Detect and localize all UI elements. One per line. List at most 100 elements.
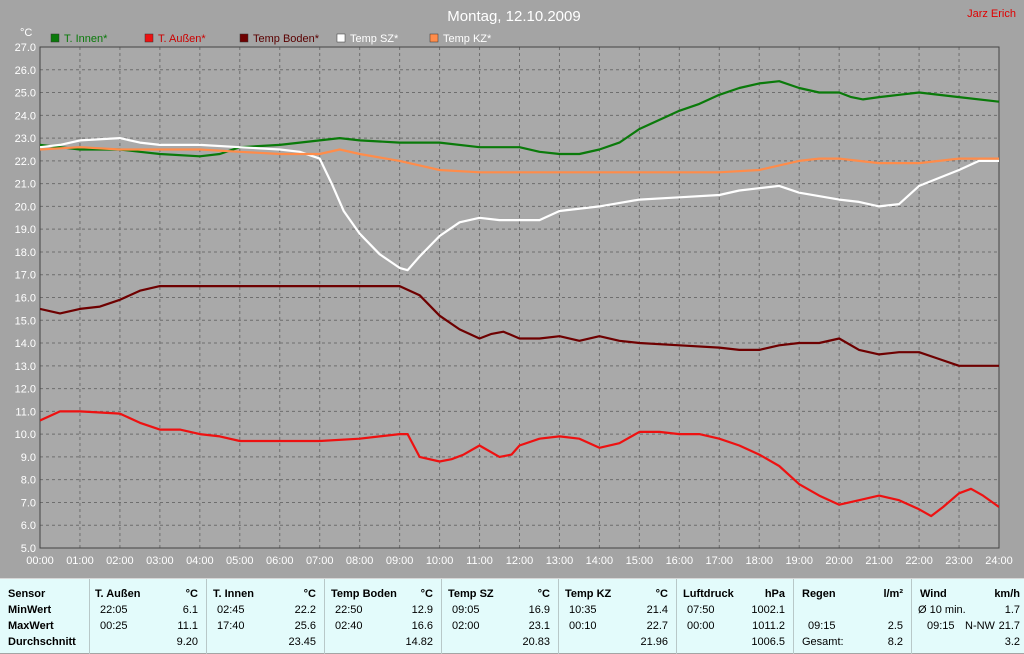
stats-avg-value: 21.96 (640, 636, 668, 648)
x-tick-label: 16:00 (666, 555, 694, 567)
y-axis-unit: °C (20, 27, 32, 39)
stats-unit: km/h (994, 588, 1020, 600)
y-tick-label: 12.0 (15, 384, 36, 396)
legend-label: T. Innen* (64, 33, 108, 45)
stats-unit: °C (420, 588, 433, 600)
stats-total-value: 8.2 (887, 636, 903, 648)
stats-label-min: MinWert (8, 604, 52, 616)
x-tick-label: 04:00 (186, 555, 214, 567)
x-tick-label: 18:00 (745, 555, 773, 567)
y-tick-label: 14.0 (15, 338, 36, 350)
stats-min-time: 22:05 (100, 604, 128, 616)
x-tick-label: 09:00 (386, 555, 414, 567)
x-tick-label: 00:00 (26, 555, 54, 567)
temperature-chart: 5.0 6.0 7.0 8.0 9.0 10.0 11.0 12.0 13.0 14.0 15.0 1… (15, 8, 1016, 567)
x-tick-label: 06:00 (266, 555, 294, 567)
y-tick-label: 13.0 (15, 361, 36, 373)
y-tick-label: 25.0 (15, 88, 36, 100)
legend-label: Temp KZ* (443, 33, 492, 45)
y-tick-label: 21.0 (15, 179, 36, 191)
x-tick-label: 07:00 (306, 555, 334, 567)
y-tick-label: 5.0 (21, 543, 36, 555)
chart-title: Montag, 12.10.2009 (447, 8, 580, 25)
y-tick-label: 24.0 (15, 110, 36, 122)
stats-col-wind: Wind km/h Ø 10 min. 1.7 09:15 N-NW 21.7 3.2 (912, 579, 1024, 654)
stats-col-temp-kz: Temp KZ °C 10:35 21.4 00:10 22.7 21.96 (559, 579, 677, 654)
stats-min-time: 22:50 (335, 604, 363, 616)
x-tick-label: 13:00 (546, 555, 574, 567)
series-line (40, 410, 999, 518)
stats-header: Temp SZ (448, 588, 494, 600)
x-tick-label: 23:00 (945, 555, 973, 567)
legend-label: T. Außen* (158, 33, 206, 45)
stats-col-luftdruck: Luftdruck hPa 07:50 1002.1 00:00 1011.2 100… (677, 579, 794, 654)
legend-swatch (429, 33, 439, 43)
stats-max-value: 2.5 (887, 620, 903, 632)
legend-label: Temp SZ* (350, 33, 399, 45)
legend-swatch (239, 33, 249, 43)
y-tick-label: 7.0 (21, 497, 36, 509)
stats-unit: l/m² (883, 588, 903, 600)
stats-max-time: 02:40 (335, 620, 363, 632)
x-tick-label: 11:00 (466, 555, 493, 567)
stats-header: Regen (802, 588, 836, 600)
y-tick-label: 23.0 (15, 133, 36, 145)
x-tick-label: 05:00 (226, 555, 254, 567)
stats-max-value: 21.7 (998, 620, 1020, 632)
stats-max-value: 16.6 (411, 620, 433, 632)
chart-area: 5.0 6.0 7.0 8.0 9.0 10.0 11.0 12.0 13.0 14.0 15.0 1… (15, 8, 1016, 567)
stats-header: Wind (920, 588, 947, 600)
stats-col-sensor: Sensor MinWert MaxWert Durchschnitt (0, 579, 90, 654)
x-tick-label: 20:00 (825, 555, 853, 567)
series-line (40, 146, 999, 174)
stats-min-value: 1002.1 (751, 604, 785, 616)
stats-min-time: 10:35 (569, 604, 597, 616)
stats-max-value: 22.7 (646, 620, 668, 632)
stats-max-time: 09:15 (808, 620, 836, 632)
stats-max-value: 25.6 (294, 620, 316, 632)
y-tick-label: 17.0 (15, 270, 36, 282)
stats-unit: °C (185, 588, 198, 600)
stats-avg-value: 23.45 (288, 636, 316, 648)
author-label: Jarz Erich (967, 8, 1016, 20)
y-tick-label: 8.0 (21, 475, 36, 487)
stats-avg-value: 3.2 (1004, 636, 1020, 648)
y-tick-label: 11.0 (15, 406, 36, 418)
stats-label-avg: Durchschnitt (8, 636, 76, 648)
stats-header: Temp Boden (331, 588, 397, 600)
stats-col-temp-boden: Temp Boden °C 22:50 12.9 02:40 16.6 14.82 (325, 579, 442, 654)
plot-area (39, 46, 1000, 549)
stats-avg10-label: Ø 10 min. (918, 604, 966, 616)
stats-min-value: 6.1 (182, 604, 198, 616)
x-tick-label: 15:00 (626, 555, 654, 567)
stats-col-t-aussen: T. Außen °C 22:05 6.1 00:25 11.1 9.20 (90, 579, 207, 654)
stats-unit: °C (655, 588, 668, 600)
stats-header: Temp KZ (565, 588, 612, 600)
y-tick-label: 26.0 (15, 65, 36, 77)
stats-max-value: 11.1 (177, 620, 198, 632)
legend-swatch (50, 33, 60, 43)
stats-max-time: 09:15 (927, 620, 955, 632)
stats-header: Luftdruck (683, 588, 734, 600)
x-tick-label: 22:00 (905, 555, 933, 567)
legend-swatch (144, 33, 154, 43)
series-line (40, 285, 999, 367)
stats-max-time: 02:00 (452, 620, 480, 632)
stats-avg-value: 1006.5 (751, 636, 785, 648)
stats-col-regen: Regen l/m² 09:15 2.5 Gesamt: 8.2 (794, 579, 912, 654)
stats-unit: °C (303, 588, 316, 600)
stats-table: Sensor MinWert MaxWert Durchschnitt T. A… (0, 578, 1024, 654)
y-tick-label: 9.0 (21, 452, 36, 464)
stats-min-time: 02:45 (217, 604, 245, 616)
series-line (40, 80, 999, 158)
x-tick-label: 08:00 (346, 555, 374, 567)
stats-min-value: 22.2 (294, 604, 316, 616)
stats-min-time: 09:05 (452, 604, 480, 616)
stats-total-label: Gesamt: (802, 636, 844, 648)
legend-swatch (336, 33, 346, 43)
series-line (40, 137, 999, 272)
stats-min-time: 07:50 (687, 604, 715, 616)
stats-avg-value: 20.83 (522, 636, 550, 648)
y-tick-label: 10.0 (15, 429, 36, 441)
stats-min-value: 16.9 (528, 604, 550, 616)
